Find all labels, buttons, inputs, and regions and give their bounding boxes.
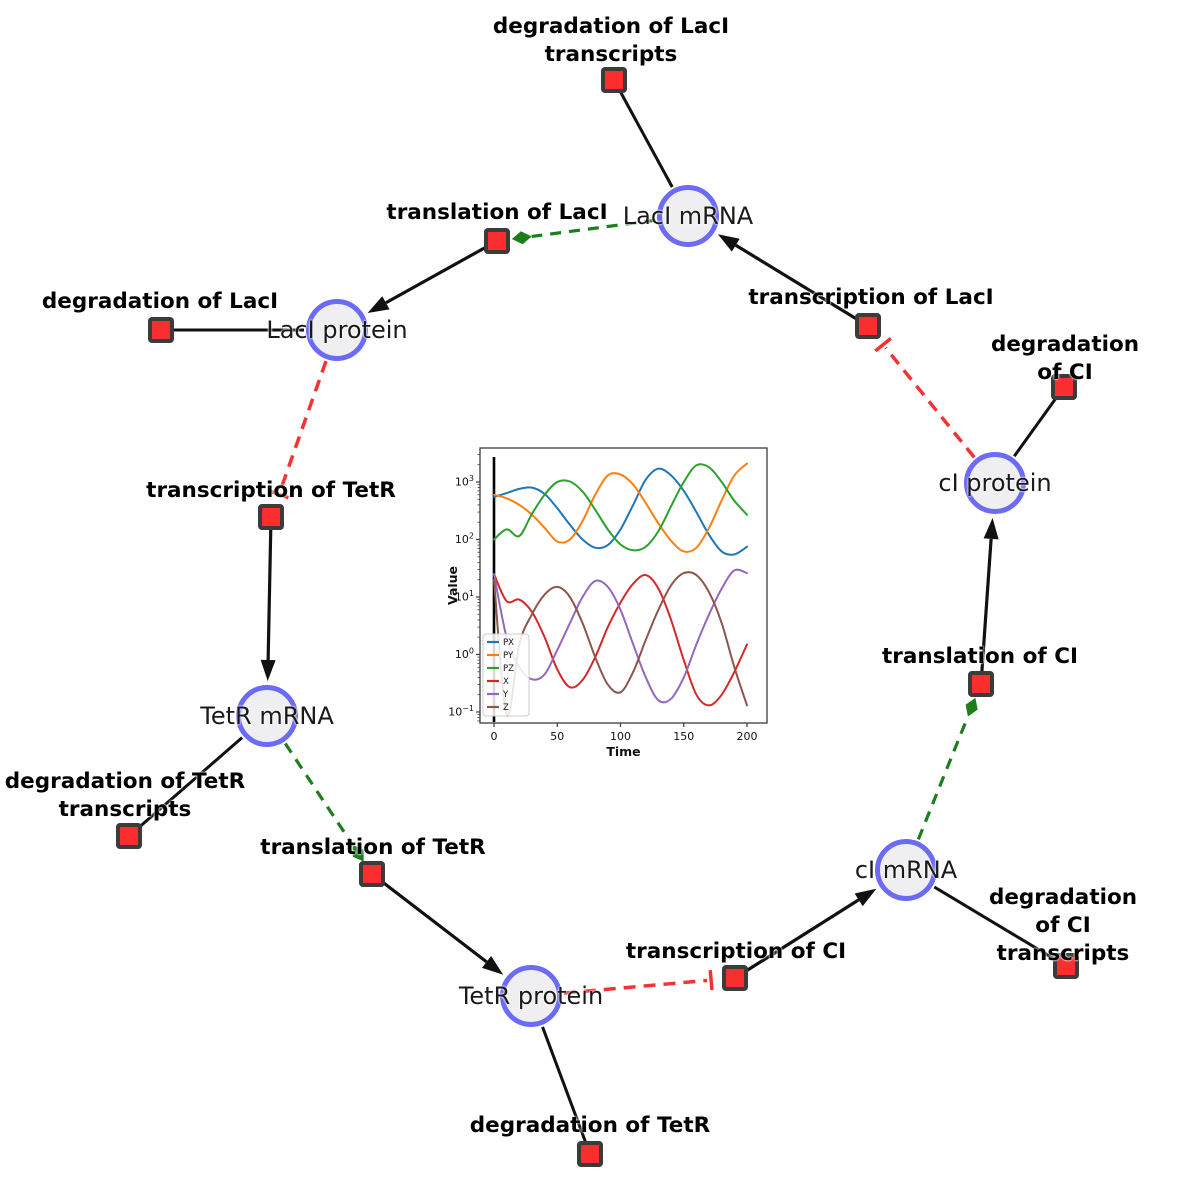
reaction-node-r_deg_ci_tx[interactable] — [1053, 953, 1079, 979]
edge-line-tetr_protein-r_deg_tetr — [541, 1026, 591, 1151]
species-node-ci_protein[interactable] — [964, 452, 1026, 514]
y-tick-label: 103 — [455, 474, 474, 489]
reaction-label-r_transl_ci: translation of CI — [882, 644, 1078, 669]
reaction-node-r_deg_laci_tx[interactable] — [601, 67, 627, 93]
species-node-laci_mrna[interactable] — [657, 185, 719, 247]
species-label-ci_protein: cI protein — [938, 469, 1052, 497]
arrowhead-edge — [367, 244, 490, 313]
reaction-node-r_transc_laci[interactable] — [855, 313, 881, 339]
series-curve-Y — [493, 568, 748, 704]
edge-line-laci_mrna-r_deg_laci_tx — [614, 82, 674, 188]
reaction-label-r_transc_ci: transcription of CI — [625, 939, 847, 964]
species-node-ci_mrna[interactable] — [875, 839, 937, 901]
reaction-node-r_deg_tetr_tx[interactable] — [116, 823, 142, 849]
reaction-node-r_deg_laci[interactable] — [148, 317, 174, 343]
legend-label-PX: PX — [503, 638, 514, 648]
legend-label-PY: PY — [503, 651, 514, 661]
series-curve-X — [493, 573, 748, 707]
species-label-ci_mrna: cI mRNA — [854, 856, 958, 884]
reaction-label-r_deg_tetr_tx: degradation of TetR transcripts — [4, 769, 246, 822]
edge-line-ci_protein-r_deg_ci — [1013, 389, 1063, 458]
reaction-node-r_deg_tetr[interactable] — [577, 1141, 603, 1167]
reaction-label-r_transc_laci: transcription of LacI — [748, 285, 994, 310]
x-tick-label: 0 — [491, 730, 498, 743]
reaction-label-r_deg_laci: degradation of LacI — [41, 289, 279, 314]
legend-label-X: X — [503, 677, 509, 687]
reaction-node-r_transl_laci[interactable] — [484, 228, 510, 254]
species-label-tetr_mrna: TetR mRNA — [200, 702, 334, 730]
reaction-label-r_transl_tetr: translation of TetR — [260, 835, 486, 860]
y-tick-label: 10−1 — [448, 704, 474, 719]
legend-label-PZ: PZ — [503, 664, 514, 674]
reaction-node-r_transc_ci[interactable] — [722, 965, 748, 991]
reaction-label-r_transc_tetr: transcription of TetR — [146, 478, 396, 503]
arrowhead-edge — [742, 888, 877, 975]
reaction-label-r_deg_laci_tx: degradation of LacI transcripts — [492, 14, 730, 67]
species-node-tetr_mrna[interactable] — [236, 685, 298, 747]
legend-label-Y: Y — [502, 690, 509, 700]
x-axis-label: Time — [606, 744, 640, 759]
reaction-node-r_deg_ci[interactable] — [1051, 374, 1077, 400]
y-tick-label: 100 — [455, 647, 474, 662]
species-label-tetr_protein: TetR protein — [458, 982, 604, 1010]
x-tick-label: 200 — [737, 730, 758, 743]
reaction-label-r_deg_ci_tx: degradation of CI transcripts — [988, 885, 1138, 966]
inhibition-tbar-edge — [874, 337, 976, 459]
reaction-label-r_deg_tetr: degradation of TetR — [469, 1113, 711, 1138]
series-curve-Z — [493, 571, 748, 717]
y-axis-label: Value — [448, 566, 460, 605]
species-label-laci_mrna: LacI mRNA — [622, 202, 754, 230]
x-tick-label: 100 — [610, 730, 631, 743]
edge-line-ci_mrna-r_deg_ci_tx — [933, 885, 1064, 966]
modifier-diamond-edge — [283, 742, 364, 862]
time-series-inset-plot: 103 102 101 100 10−1 0 50 100 150 200 Time Value PX P… — [445, 437, 778, 767]
species-node-tetr_protein[interactable] — [500, 965, 562, 1027]
series-curve-PY — [493, 462, 748, 553]
reaction-node-r_transc_tetr[interactable] — [258, 504, 284, 530]
reaction-node-r_transl_ci[interactable] — [968, 671, 994, 697]
x-tick-label: 50 — [550, 730, 564, 743]
inhibition-tbar-edge — [268, 360, 328, 500]
series-curve-PZ — [493, 463, 748, 552]
arrowhead-edge — [980, 517, 999, 675]
edge-line-tetr_mrna-r_deg_tetr_tx — [131, 736, 244, 835]
chart-legend: PX PY PZ XYZ — [482, 633, 530, 717]
chart-axes-frame — [479, 447, 768, 724]
x-tick-label: 150 — [673, 730, 694, 743]
legend-label-Z: Z — [503, 703, 509, 713]
species-node-laci_protein[interactable] — [306, 299, 368, 361]
species-label-laci_protein: LacI protein — [266, 316, 408, 344]
arrowhead-edge — [260, 526, 276, 682]
reaction-label-r_transl_laci: translation of LacI — [386, 200, 608, 225]
inhibition-tbar-edge — [563, 969, 714, 995]
reaction-label-r_deg_ci: degradation of CI — [990, 332, 1140, 385]
y-tick-label: 102 — [455, 532, 474, 547]
modifier-diamond-edge — [916, 697, 978, 840]
modifier-diamond-edge — [511, 218, 656, 245]
reaction-node-r_transl_tetr[interactable] — [359, 861, 385, 887]
series-curve-PX — [493, 467, 748, 556]
arrowhead-edge — [717, 234, 861, 323]
chart-curves — [493, 462, 748, 717]
arrowhead-edge — [378, 878, 504, 975]
